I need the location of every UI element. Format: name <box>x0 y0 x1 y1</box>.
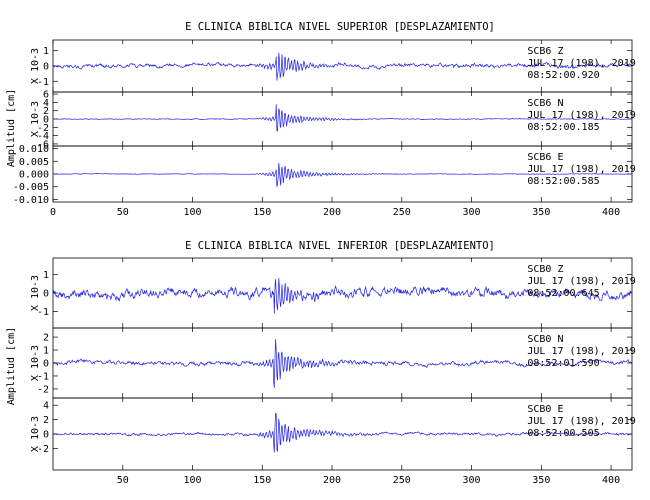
y-tick-label: 0 <box>43 430 49 441</box>
date-label: JUL 17 (198), 2019 <box>527 346 635 357</box>
date-label: JUL 17 (198), 2019 <box>527 416 635 427</box>
y-tick-label: -2 <box>37 123 49 134</box>
y-scale-label: X 10-3 <box>30 48 41 84</box>
x-tick-label: 200 <box>323 475 341 486</box>
x-tick-label: 150 <box>253 475 271 486</box>
seismic-trace <box>52 278 633 314</box>
x-tick-label: 350 <box>532 475 550 486</box>
x-tick-label: 300 <box>463 207 481 218</box>
station-label: SCB6 N <box>527 98 563 109</box>
y-tick-label: -1 <box>37 307 49 318</box>
station-label: SCB6 E <box>527 152 563 163</box>
y-tick-label: 2 <box>43 333 49 344</box>
time-label: 08:52:00.585 <box>527 176 599 187</box>
x-tick-label: 50 <box>117 475 129 486</box>
x-tick-label: 250 <box>393 475 411 486</box>
x-tick-label: 0 <box>50 207 56 218</box>
y-tick-label: -1 <box>37 77 49 88</box>
x-tick-label: 250 <box>393 207 411 218</box>
y-tick-label: 2 <box>43 106 49 117</box>
y-tick-label: 0.005 <box>19 157 49 168</box>
y-tick-label: 0 <box>43 62 49 73</box>
y-tick-label: 0 <box>43 359 49 370</box>
x-tick-label: 200 <box>323 207 341 218</box>
date-label: JUL 17 (198), 2019 <box>527 276 635 287</box>
x-tick-label: 350 <box>532 207 550 218</box>
y-tick-label: 0.010 <box>19 144 49 155</box>
y-tick-label: 2 <box>43 415 49 426</box>
time-label: 08:52:00.645 <box>527 288 599 299</box>
y-tick-label: 6 <box>43 90 49 101</box>
x-tick-label: 150 <box>253 207 271 218</box>
chart-title-lower: E CLINICA BIBLICA NIVEL INFERIOR [DESPLA… <box>185 240 495 252</box>
station-label: SCB0 Z <box>527 264 563 275</box>
seismic-trace <box>52 339 633 389</box>
seismic-trace <box>52 104 633 132</box>
x-tick-label: 50 <box>117 207 129 218</box>
x-tick-label: 100 <box>183 207 201 218</box>
y-tick-label: -2 <box>37 384 49 395</box>
station-label: SCB6 Z <box>527 46 563 57</box>
y-tick-label: 1 <box>43 46 49 57</box>
seismic-trace <box>52 52 633 81</box>
seismic-trace <box>52 412 633 453</box>
y-tick-label: 0 <box>43 115 49 126</box>
date-label: JUL 17 (198), 2019 <box>527 164 635 175</box>
y-tick-label: -1 <box>37 371 49 382</box>
y-tick-label: 0 <box>43 289 49 300</box>
x-tick-label: 100 <box>183 475 201 486</box>
y-tick-label: 1 <box>43 270 49 281</box>
x-axis-labels-0: 0 50 100 150 200 250 300 350 400 <box>50 207 620 218</box>
time-label: 08:52:00.920 <box>527 70 599 81</box>
station-label: SCB0 N <box>527 334 563 345</box>
y-tick-label: 4 <box>43 401 49 412</box>
y-tick-label: 0.000 <box>19 170 49 181</box>
y-scale-label: X 10-3 <box>30 416 41 452</box>
seismic-trace <box>53 162 633 187</box>
y-scale-label: X 10-3 <box>30 101 41 137</box>
lower-level-figure: E CLINICA BIBLICA NIVEL INFERIOR [DESPLA… <box>6 240 636 486</box>
y-tick-label: -0.010 <box>13 195 49 206</box>
upper-level-figure: E CLINICA BIBLICA NIVEL SUPERIOR [DESPLA… <box>6 21 636 218</box>
time-label: 08:52:00.185 <box>527 122 599 133</box>
y-tick-label: 4 <box>43 98 49 109</box>
date-label: JUL 17 (198), 2019 <box>527 58 635 69</box>
x-tick-label: 300 <box>463 475 481 486</box>
x-tick-label: 400 <box>602 207 620 218</box>
time-label: 08:52:01.590 <box>527 358 599 369</box>
date-label: JUL 17 (198), 2019 <box>527 110 635 121</box>
y-tick-label: -2 <box>37 444 49 455</box>
time-label: 08:52:00.505 <box>527 428 599 439</box>
x-axis-labels-1: 50 100 150 200 250 300 350 400 <box>117 475 620 486</box>
station-label: SCB0 E <box>527 404 563 415</box>
ylabel-lower: Amplitud [cm] <box>6 327 17 405</box>
y-scale-label: X 10-3 <box>30 345 41 381</box>
y-scale-label: X 10-3 <box>30 275 41 311</box>
x-tick-label: 400 <box>602 475 620 486</box>
chart-title-upper: E CLINICA BIBLICA NIVEL SUPERIOR [DESPLA… <box>185 21 495 33</box>
y-tick-label: -0.005 <box>13 182 49 193</box>
y-tick-label: -6 <box>37 139 49 150</box>
y-tick-label: 1 <box>43 346 49 357</box>
ylabel-upper: Amplitud [cm] <box>6 89 17 167</box>
y-tick-label: -4 <box>37 131 49 142</box>
